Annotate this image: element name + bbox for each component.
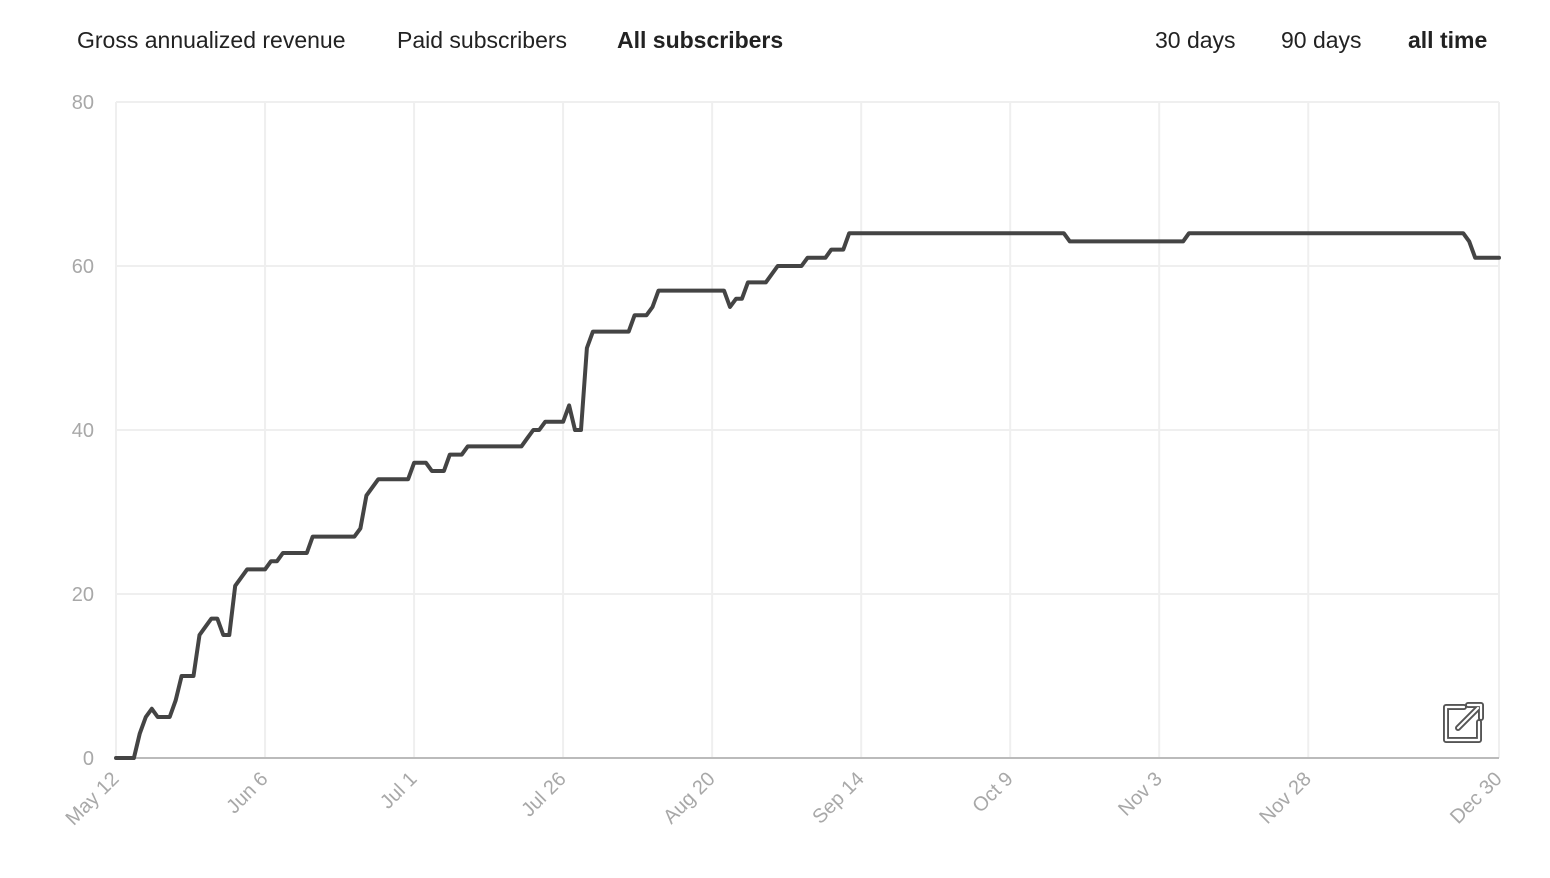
x-tick-label: Nov 28 bbox=[1255, 768, 1315, 828]
y-tick-label: 40 bbox=[72, 420, 94, 442]
x-tick-label: Oct 9 bbox=[968, 768, 1017, 817]
range-90-days[interactable]: 90 days bbox=[1281, 27, 1362, 53]
y-tick-label: 20 bbox=[72, 584, 94, 606]
range-30-days[interactable]: 30 days bbox=[1155, 27, 1236, 53]
chart-toolbar: Gross annualized revenue Paid subscriber… bbox=[0, 0, 1550, 80]
x-tick-label: Nov 3 bbox=[1114, 768, 1167, 821]
x-tick-label: Sep 14 bbox=[808, 768, 868, 828]
y-tick-label: 80 bbox=[72, 92, 94, 114]
range-all-time[interactable]: all time bbox=[1408, 27, 1488, 53]
y-tick-label: 60 bbox=[72, 256, 94, 278]
x-axis-ticks: May 12 Jun 6 Jul 1 Jul 26 Aug 20 Sep 14 Oct 9 N… bbox=[62, 768, 1507, 830]
x-tick-label: Aug 20 bbox=[659, 768, 719, 828]
x-tick-label: Jun 6 bbox=[222, 768, 272, 818]
grid-lines bbox=[115, 101, 1500, 758]
x-tick-label: Jul 1 bbox=[376, 768, 421, 813]
external-link-icon[interactable] bbox=[1440, 700, 1486, 746]
series-layer bbox=[114, 231, 1501, 760]
tab-all-subscribers[interactable]: All subscribers bbox=[617, 27, 784, 53]
tab-gross-annualized-revenue[interactable]: Gross annualized revenue bbox=[77, 27, 346, 53]
series-line bbox=[114, 231, 1501, 760]
x-tick-label: May 12 bbox=[62, 768, 124, 830]
y-tick-label: 0 bbox=[83, 748, 94, 770]
tab-paid-subscribers[interactable]: Paid subscribers bbox=[397, 27, 568, 53]
x-tick-label: Dec 30 bbox=[1446, 768, 1506, 828]
y-axis-ticks: 0 20 40 60 80 bbox=[72, 92, 94, 770]
x-tick-label: Jul 26 bbox=[517, 768, 570, 821]
